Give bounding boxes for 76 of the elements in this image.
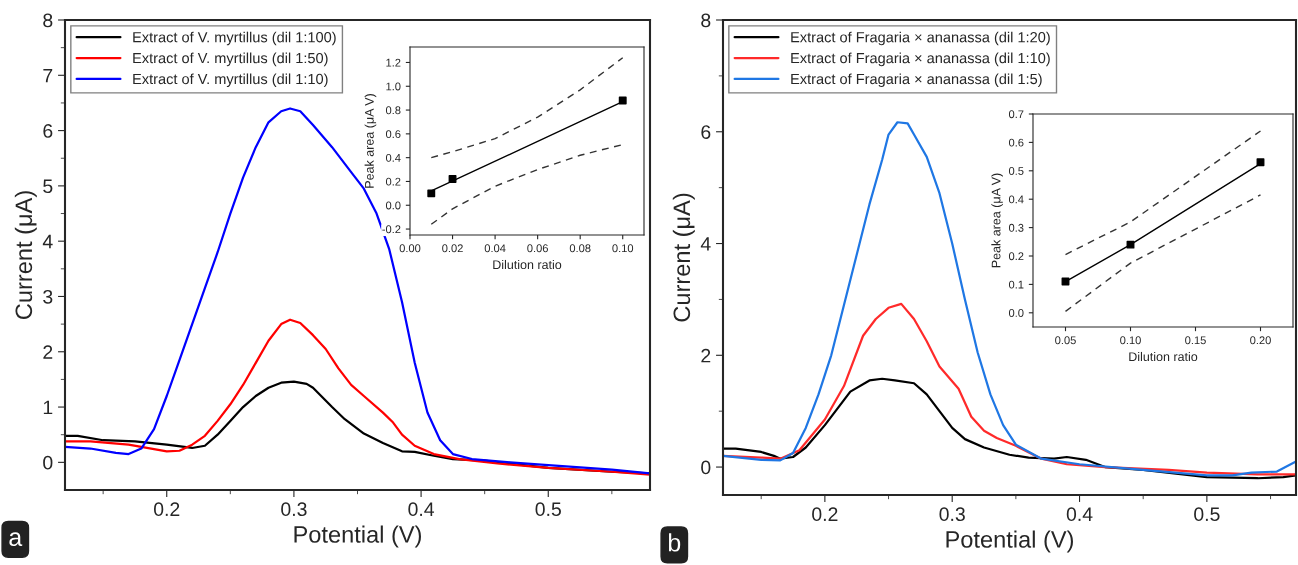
y-tick-label: 0.8 [385,106,401,115]
point [427,189,436,198]
x-axis-title: Dilution ratio [1129,351,1198,362]
legend-label: Extract of V. myrtillus (dil 1:10) [133,73,328,88]
legend-label: Extract of Fragaria × ananassa (dil 1:10) [791,52,1050,67]
y-tick-label: 4 [42,234,53,249]
y-tick-label: 2 [701,348,711,363]
x-tick-label: 0.4 [408,502,435,517]
y-tick-label: 0.6 [385,130,401,138]
y-tick-label: 0.4 [385,153,401,162]
y-tick-label: 1.2 [386,58,401,67]
x-tick-label: 0.3 [939,507,965,522]
point [1256,158,1265,167]
x-tick-label: 0.20 [1250,336,1271,345]
y-tick-label: 8 [43,13,53,28]
y-tick-label: 2 [43,345,53,359]
legend-label: Extract of Fragaria × ananassa (dil 1:20) [791,31,1050,46]
line-series [65,318,650,476]
y-tick-label: 1.0 [386,82,401,91]
x-tick-label: 0.10 [1120,336,1141,345]
y-axis-title: Current (μA) [14,191,37,319]
x-tick-label: 0.2 [153,502,180,517]
y-tick-label: 1 [43,400,53,415]
x-axis-title: Potential (V) [946,530,1073,553]
x-tick-label: 0.02 [442,244,463,253]
x-axis-title: Dilution ratio [493,259,562,270]
point [1061,277,1070,286]
y-tick-label: 5 [43,179,53,194]
y-tick-label: 0.7 [1008,110,1024,119]
x-tick-label: 0.06 [527,244,548,253]
y-tick-label: 0.4 [1008,195,1024,204]
x-tick-label: 0.2 [812,507,838,522]
y-tick-label: 6 [43,124,53,138]
text: b [668,533,681,552]
line-series [430,57,624,159]
x-tick-label: 0.15 [1185,336,1206,345]
y-tick-label: 0.5 [1008,167,1024,175]
y-tick-label: 0.6 [1008,138,1024,147]
y-tick-label: 8 [701,13,711,28]
legend-label: Extract of Fragaria × ananassa (dil 1:5) [791,73,1042,88]
point [618,96,627,105]
x-tick-label: 0.05 [1055,336,1076,345]
x-tick-label: 0.10 [612,244,634,253]
y-tick-label: 0.2 [1008,252,1024,261]
line-series [430,143,624,225]
x-tick-label: 0.4 [1066,507,1093,522]
y-tick-label: 6 [701,125,711,139]
y-tick-label: 0.0 [385,201,401,210]
y-tick-label: 0.3 [1008,223,1024,232]
y-tick-label: 0 [701,460,711,475]
x-tick-label: 0.5 [535,502,561,517]
y-tick-label: 4 [700,237,711,251]
x-tick-label: 0.08 [569,244,591,253]
y-tick-label: 0.2 [385,177,401,186]
line-series [723,121,1296,477]
point [448,175,457,184]
y-tick-label: 0 [43,455,53,470]
line-series [723,377,1296,480]
x-tick-label: 0.3 [281,502,307,517]
y-tick-label: 0.0 [1008,309,1024,317]
x-axis-title: Potential (V) [294,525,421,548]
x-tick-label: 0.5 [1194,507,1220,522]
y-tick-label: 0.1 [1008,280,1024,289]
y-tick-label: -0.2 [382,225,401,234]
y-tick-label: 7 [43,68,53,83]
y-tick-label: 3 [43,289,53,304]
x-tick-label: 0.04 [484,244,506,253]
y-axis-title: Current (μA) [672,193,695,322]
text: a [9,532,23,547]
legend-label: Extract of V. myrtillus (dil 1:50) [133,52,328,67]
y-axis-title: Peak area (μA V) [364,94,377,188]
x-tick-label: 0.00 [399,244,421,253]
line-series [65,107,650,475]
point [1126,240,1135,249]
legend-label: Extract of V. myrtillus (dil 1:100) [133,31,336,46]
y-axis-title: Peak area (μA V) [991,173,1003,268]
